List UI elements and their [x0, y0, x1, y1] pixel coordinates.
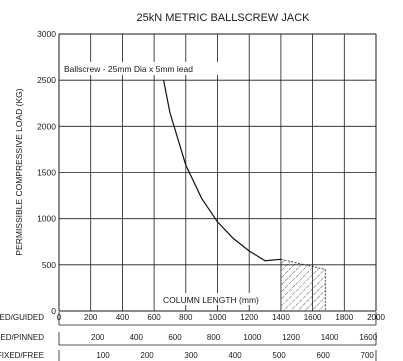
scale-tick-label: 1000	[243, 333, 261, 342]
x-label-bg	[158, 293, 276, 305]
scale-tick-label: 500	[272, 351, 286, 360]
y-tick-label: 2500	[37, 75, 56, 85]
y-tick-label: 3000	[37, 29, 56, 39]
scale-tick-label: 1400	[272, 313, 290, 322]
y-tick-label: 1000	[37, 214, 56, 224]
scale-tick-label: 400	[228, 351, 242, 360]
scale-tick-label: 100	[96, 351, 110, 360]
scale-tick-label: 2000	[367, 313, 385, 322]
scale-tick-label: 1200	[282, 333, 300, 342]
y-tick-label: 1500	[37, 168, 56, 178]
scale-tick-label: 400	[130, 333, 144, 342]
scale-tick-label: 200	[91, 333, 105, 342]
scale-tick-label: 1600	[359, 333, 377, 342]
chart-title: 25kN METRIC BALLSCREW JACK	[137, 12, 311, 24]
y-tick-label: 0	[51, 306, 56, 316]
scale-tick-label: 800	[179, 313, 193, 322]
hatched-region	[280, 258, 326, 312]
series-line	[163, 80, 281, 262]
y-tick-label: 500	[42, 260, 56, 270]
scale-tick-label: 200	[84, 313, 98, 322]
scale-tick-label: 1400	[321, 333, 339, 342]
y-axis-label: PERMISSIBLE COMPRESSIVE LOAD (KG)	[14, 88, 24, 255]
grid	[58, 33, 377, 312]
scale-tick-label: 600	[147, 313, 161, 322]
annotation: Ballscrew - 25mm Dia x 5mm lead	[64, 64, 193, 74]
scale-row-label: FIXED/FREE	[0, 351, 44, 360]
scale-tick-label: 600	[317, 351, 331, 360]
x-axis-label: COLUMN LENGTH (mm)	[163, 295, 259, 305]
scale-tick-label: 1600	[304, 313, 322, 322]
scale-tick-label: 800	[207, 333, 221, 342]
scale-tick-label: 1800	[335, 313, 353, 322]
scale-tick-label: 0	[57, 313, 62, 322]
scale-tick-label: 700	[361, 351, 375, 360]
scale-tick-label: 600	[168, 333, 182, 342]
y-tick-labels: 0 500 1000 1500 2000 2500 3000	[37, 29, 56, 316]
y-tick-label: 2000	[37, 121, 56, 131]
scale-tick-label: 1200	[240, 313, 258, 322]
scale-tick-label: 400	[116, 313, 130, 322]
scale-tick-label: 200	[140, 351, 154, 360]
scale-row-label: FIXED/GUIDED	[0, 313, 44, 322]
scale-tick-label: 300	[184, 351, 198, 360]
scale-tick-label: 1000	[209, 313, 227, 322]
scale-row-label: FIXED/PINNED	[0, 333, 44, 342]
x-scales: FIXED/GUIDED 0 200 400 600 800 1000 1200 1400 160…	[0, 312, 385, 361]
annotation-bg	[61, 62, 243, 75]
